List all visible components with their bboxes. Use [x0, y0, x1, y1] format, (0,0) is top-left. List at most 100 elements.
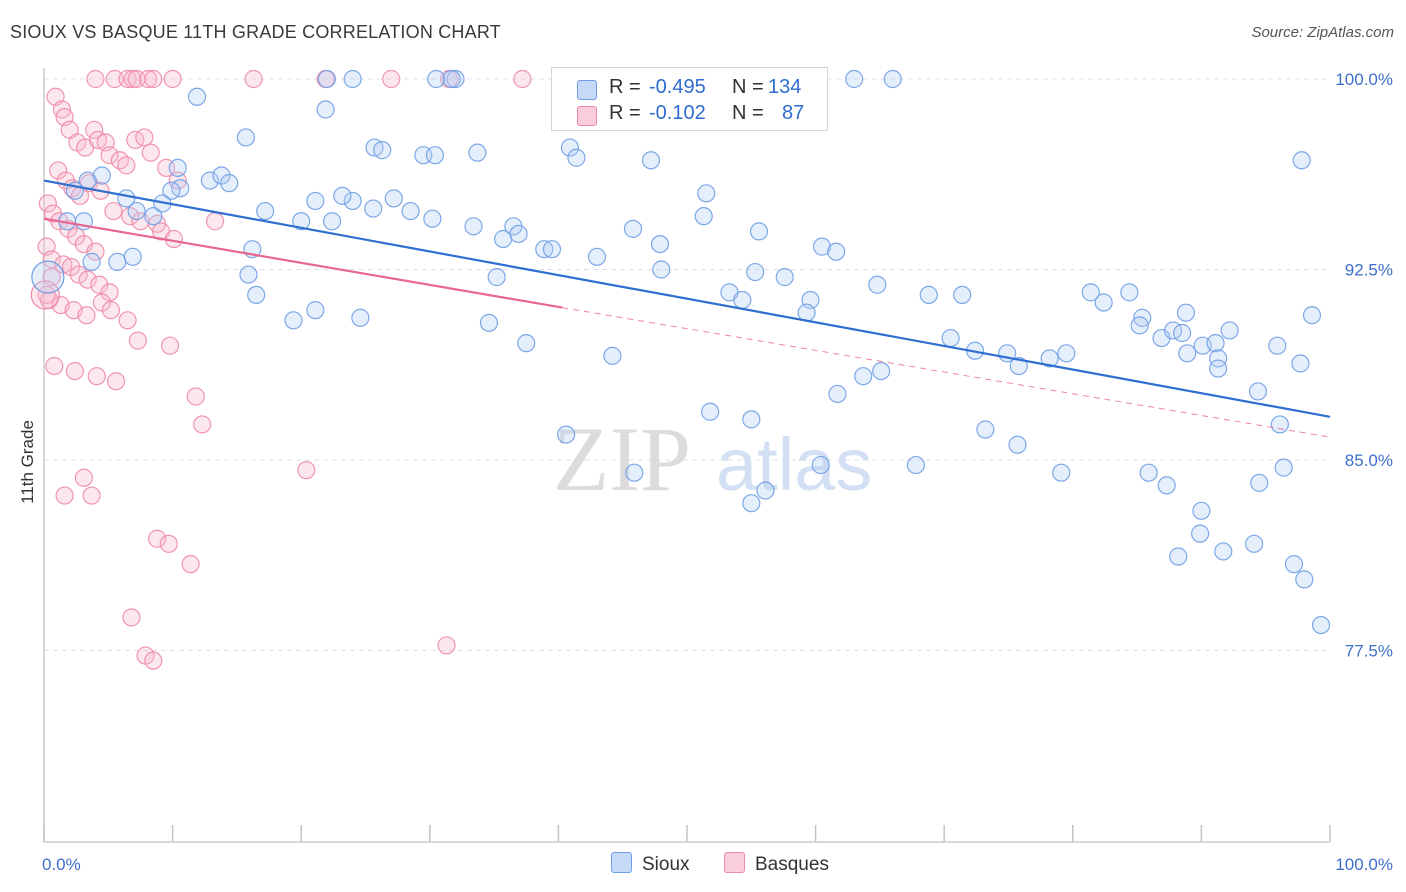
sioux-point — [1209, 349, 1228, 368]
sioux-point — [82, 252, 101, 271]
sioux-point — [1295, 570, 1314, 589]
sioux-point — [1270, 415, 1289, 434]
bottom-legend-sioux: Sioux — [611, 852, 690, 876]
basques-point — [43, 204, 63, 223]
sioux-point — [423, 209, 442, 228]
sioux-point — [1214, 542, 1233, 561]
sioux-point — [1120, 283, 1139, 302]
chart-title: SIOUX VS BASQUE 11TH GRADE CORRELATION C… — [10, 22, 501, 42]
basques-point — [67, 227, 86, 246]
basques-point — [186, 387, 205, 406]
sioux-point — [641, 151, 661, 170]
sioux-point — [220, 174, 239, 193]
sioux-point — [976, 420, 995, 439]
sioux-point — [187, 87, 207, 106]
sioux-trend-line — [43, 179, 1331, 418]
sioux-point — [1052, 463, 1071, 482]
sioux-point — [1139, 463, 1158, 482]
sioux-point — [603, 346, 622, 365]
basques-point — [159, 534, 178, 553]
sioux-point — [517, 334, 536, 353]
sioux-point — [827, 242, 846, 261]
sioux-point — [364, 199, 383, 218]
basques-point — [181, 555, 200, 574]
sioux-point — [775, 268, 794, 287]
sioux-point — [650, 235, 670, 254]
basques-point — [244, 69, 263, 89]
sioux-point — [373, 141, 392, 160]
watermark-zip: ZIP — [553, 408, 691, 510]
x-tick-label: 0.0% — [42, 855, 81, 874]
sioux-point — [427, 69, 446, 89]
sioux-point — [587, 247, 607, 266]
sioux-point — [535, 240, 554, 259]
sioux-point — [117, 189, 136, 208]
basques-point — [139, 69, 158, 89]
sioux-point — [509, 224, 528, 244]
sioux-point — [1245, 534, 1264, 553]
basques-point — [100, 283, 119, 302]
legend-r-value: -0.102 — [649, 102, 706, 124]
basques-point — [87, 367, 106, 386]
sioux-point — [442, 69, 461, 89]
sioux-point — [1057, 344, 1076, 363]
sioux-point — [384, 189, 403, 208]
basques-point — [90, 275, 109, 294]
sioux-point — [872, 362, 891, 381]
basques-point — [513, 69, 532, 89]
sioux-point — [479, 313, 499, 332]
y-tick-label: 77.5% — [1345, 642, 1393, 661]
basques-point — [86, 242, 105, 261]
gridlines — [44, 78, 1330, 651]
basques-point — [123, 69, 142, 89]
sioux-point — [1009, 356, 1028, 376]
y-tick-label: 92.5% — [1345, 261, 1393, 280]
basques-point — [74, 468, 93, 487]
sioux-point — [446, 69, 465, 89]
sioux-point — [1191, 524, 1210, 543]
sioux-point — [1206, 334, 1225, 353]
sioux-point — [1130, 316, 1149, 335]
basques-trend-line — [43, 217, 563, 309]
basques-point — [38, 194, 57, 213]
basques-point — [163, 69, 182, 89]
basques-point — [82, 486, 101, 505]
basques-legend-label: Basques — [755, 854, 829, 875]
sioux-point — [127, 201, 146, 221]
basques-point — [61, 257, 81, 277]
sioux-point — [31, 260, 65, 294]
sioux-point — [746, 262, 765, 282]
sioux-legend-swatch — [611, 852, 632, 873]
basques-point — [104, 201, 123, 221]
sioux-point — [749, 222, 769, 241]
sioux-point — [317, 69, 337, 89]
sioux-point — [306, 301, 325, 320]
sioux-point — [1220, 321, 1239, 340]
x-tick-label: 100.0% — [1335, 855, 1393, 874]
sioux-point — [1081, 283, 1100, 302]
watermark: ZIP atlas — [553, 408, 872, 510]
sioux-point — [1248, 382, 1268, 401]
basques-legend-swatch — [724, 852, 745, 873]
sioux-point — [560, 138, 580, 157]
sioux-point — [742, 410, 761, 429]
sioux-point — [351, 308, 370, 327]
sioux-point — [144, 207, 163, 226]
sioux-point — [1250, 473, 1269, 492]
bottom-legend-basques: Basques — [724, 852, 829, 876]
sioux-point — [284, 311, 303, 330]
basques-point — [297, 461, 316, 480]
sioux-point — [1302, 306, 1322, 325]
sioux-point — [1311, 615, 1331, 635]
sioux-point — [567, 148, 586, 167]
basques-point — [45, 356, 64, 376]
sioux-point — [845, 69, 864, 89]
sioux-point — [468, 143, 487, 162]
sioux-point — [425, 146, 445, 165]
basques-point — [117, 156, 136, 175]
basques-point — [65, 362, 84, 381]
sioux-legend-label: Sioux — [642, 854, 690, 875]
basques-point — [144, 69, 163, 89]
sioux-point — [1192, 501, 1211, 520]
basques-point — [55, 486, 74, 505]
